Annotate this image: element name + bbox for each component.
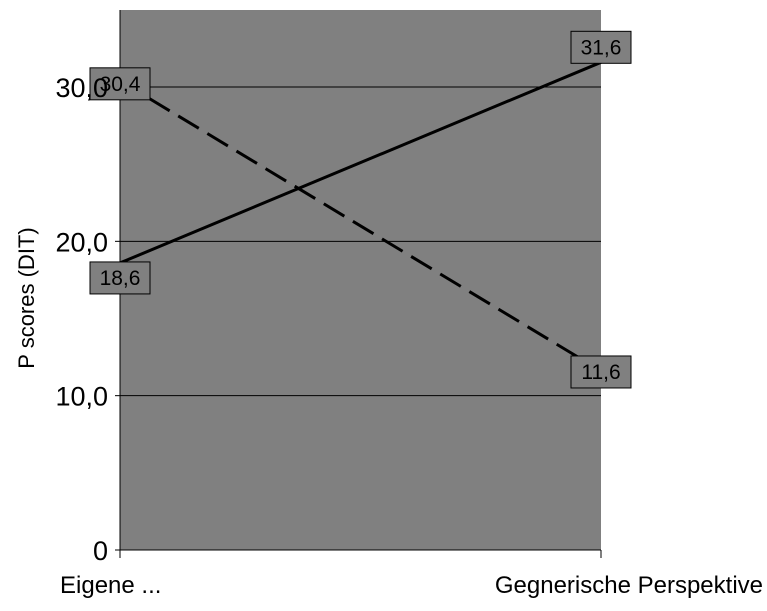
data-label: 18,6 [89,261,151,295]
x-category-label: Eigene ... [60,572,161,599]
data-label-value: 18,6 [100,267,141,290]
y-tick-label: 10,0 [55,382,108,412]
data-label-value: 11,6 [581,361,620,384]
y-axis-title: P scores (DIT) [14,227,39,368]
gridlines [120,86,601,397]
series-line [119,60,602,265]
tick-labels: 0 10,0 20,0 30,0 Eigene ... Gegnerische Persp… [55,73,763,599]
plot-area [120,10,601,550]
data-label: 30,4 [89,67,151,101]
data-labels: 18,6 31,6 30,4 11,6 [89,30,632,389]
series-layer [119,60,602,373]
data-label-box [89,67,151,101]
data-label: 31,6 [570,30,632,64]
data-label-value: 31,6 [581,36,622,59]
x-category-label: Gegnerische Perspektive [495,572,763,599]
y-tick-label: 30,0 [55,73,108,103]
data-label-box [570,355,632,389]
data-label-box [570,30,632,64]
data-label: 11,6 [570,355,632,389]
data-label-value: 30,4 [100,73,141,96]
data-label-box [89,261,151,295]
series-line [119,79,602,373]
y-tick-label: 20,0 [55,227,108,257]
y-tick-label: 0 [93,536,108,566]
